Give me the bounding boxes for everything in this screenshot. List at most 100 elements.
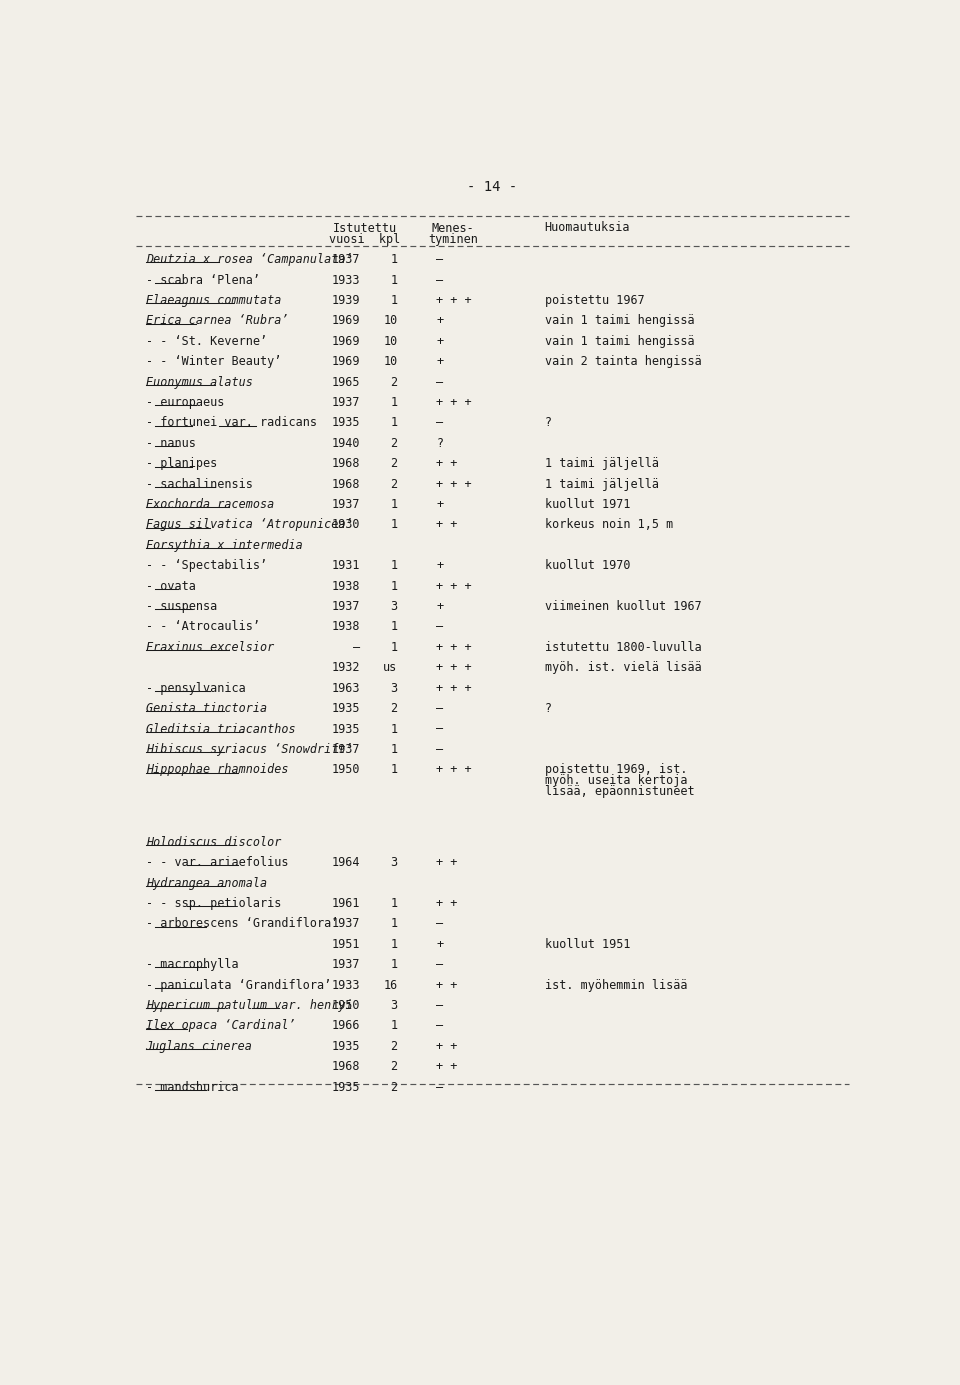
Text: + + +: + + +: [436, 681, 471, 695]
Text: 1937: 1937: [332, 499, 360, 511]
Text: kuollut 1951: kuollut 1951: [544, 938, 630, 950]
Text: +: +: [436, 560, 444, 572]
Text: –: –: [436, 1019, 444, 1032]
Text: 1: 1: [391, 897, 397, 910]
Text: Ilex opaca ‘Cardinal’: Ilex opaca ‘Cardinal’: [146, 1019, 296, 1032]
Text: 1: 1: [391, 641, 397, 654]
Text: 1968: 1968: [332, 457, 360, 471]
Text: –: –: [436, 702, 444, 715]
Text: 1933: 1933: [332, 274, 360, 287]
Text: 1: 1: [391, 958, 397, 971]
Text: Hydrangea anomala: Hydrangea anomala: [146, 877, 267, 889]
Text: 1: 1: [391, 742, 397, 756]
Text: 1940: 1940: [332, 436, 360, 450]
Text: –: –: [436, 620, 444, 633]
Text: 1965: 1965: [332, 375, 360, 389]
Text: + + +: + + +: [436, 294, 471, 307]
Text: - mandshurica: - mandshurica: [146, 1080, 238, 1094]
Text: +: +: [436, 938, 444, 950]
Text: ?: ?: [544, 702, 552, 715]
Text: vuosi  kpl: vuosi kpl: [329, 233, 400, 247]
Text: 1: 1: [391, 938, 397, 950]
Text: –: –: [436, 274, 444, 287]
Text: Euonymus alatus: Euonymus alatus: [146, 375, 252, 389]
Text: 1937: 1937: [332, 600, 360, 614]
Text: Forsythia x intermedia: Forsythia x intermedia: [146, 539, 302, 551]
Text: 1937: 1937: [332, 396, 360, 409]
Text: tyminen: tyminen: [428, 233, 478, 247]
Text: –: –: [436, 253, 444, 266]
Text: - macrophylla: - macrophylla: [146, 958, 238, 971]
Text: –: –: [436, 999, 444, 1012]
Text: 1961: 1961: [332, 897, 360, 910]
Text: 2: 2: [391, 1080, 397, 1094]
Text: - - ssp. petiolaris: - - ssp. petiolaris: [146, 897, 281, 910]
Text: 1935: 1935: [332, 417, 360, 429]
Text: + +: + +: [436, 979, 458, 992]
Text: 1: 1: [391, 580, 397, 593]
Text: –: –: [436, 417, 444, 429]
Text: 1: 1: [391, 560, 397, 572]
Text: - - ‘Atrocaulis’: - - ‘Atrocaulis’: [146, 620, 259, 633]
Text: vain 1 taimi hengissä: vain 1 taimi hengissä: [544, 335, 694, 348]
Text: + + +: + + +: [436, 478, 471, 490]
Text: - ovata: - ovata: [146, 580, 196, 593]
Text: korkeus noin 1,5 m: korkeus noin 1,5 m: [544, 518, 673, 532]
Text: 1: 1: [391, 253, 397, 266]
Text: Exochorda racemosa: Exochorda racemosa: [146, 499, 274, 511]
Text: –: –: [436, 1080, 444, 1094]
Text: 1935: 1935: [332, 723, 360, 735]
Text: 2: 2: [391, 702, 397, 715]
Text: +: +: [436, 335, 444, 348]
Text: poistettu 1967: poistettu 1967: [544, 294, 644, 307]
Text: 2: 2: [391, 375, 397, 389]
Text: kuollut 1971: kuollut 1971: [544, 499, 630, 511]
Text: 1963: 1963: [332, 681, 360, 695]
Text: - - ‘Winter Beauty’: - - ‘Winter Beauty’: [146, 355, 281, 368]
Text: 1 taimi jäljellä: 1 taimi jäljellä: [544, 457, 659, 471]
Text: 1935: 1935: [332, 1040, 360, 1053]
Text: 1937: 1937: [332, 253, 360, 266]
Text: - fortunei var. radicans: - fortunei var. radicans: [146, 417, 317, 429]
Text: + +: + +: [436, 1040, 458, 1053]
Text: Menes-: Menes-: [432, 223, 474, 235]
Text: myöh. useita kertoja: myöh. useita kertoja: [544, 774, 687, 787]
Text: viimeinen kuollut 1967: viimeinen kuollut 1967: [544, 600, 702, 614]
Text: Deutzia x rosea ‘Campanulata’: Deutzia x rosea ‘Campanulata’: [146, 253, 352, 266]
Text: Fraxinus excelsior: Fraxinus excelsior: [146, 641, 274, 654]
Text: 1: 1: [391, 274, 397, 287]
Text: + +: + +: [436, 1061, 458, 1073]
Text: lisää, epäonnistuneet: lisää, epäonnistuneet: [544, 785, 694, 798]
Text: +: +: [436, 355, 444, 368]
Text: 1: 1: [391, 396, 397, 409]
Text: 10: 10: [383, 335, 397, 348]
Text: + +: + +: [436, 856, 458, 870]
Text: 1: 1: [391, 1019, 397, 1032]
Text: +: +: [436, 600, 444, 614]
Text: myöh. ist. vielä lisää: myöh. ist. vielä lisää: [544, 661, 702, 674]
Text: 1938: 1938: [332, 580, 360, 593]
Text: 2: 2: [391, 478, 397, 490]
Text: - nanus: - nanus: [146, 436, 196, 450]
Text: 1931: 1931: [332, 560, 360, 572]
Text: 1937: 1937: [332, 958, 360, 971]
Text: 1969: 1969: [332, 355, 360, 368]
Text: 1964: 1964: [332, 856, 360, 870]
Text: 1968: 1968: [332, 1061, 360, 1073]
Text: –: –: [436, 723, 444, 735]
Text: 3: 3: [391, 856, 397, 870]
Text: - arborescens ‘Grandiflora’: - arborescens ‘Grandiflora’: [146, 917, 338, 931]
Text: 2: 2: [391, 457, 397, 471]
Text: + + +: + + +: [436, 396, 471, 409]
Text: vain 2 tainta hengissä: vain 2 tainta hengissä: [544, 355, 702, 368]
Text: 1: 1: [391, 763, 397, 777]
Text: 1938: 1938: [332, 620, 360, 633]
Text: kuollut 1970: kuollut 1970: [544, 560, 630, 572]
Text: –: –: [436, 742, 444, 756]
Text: 2: 2: [391, 436, 397, 450]
Text: 3: 3: [391, 600, 397, 614]
Text: Hippophae rhamnoides: Hippophae rhamnoides: [146, 763, 288, 777]
Text: Genista tinctoria: Genista tinctoria: [146, 702, 267, 715]
Text: 1: 1: [391, 723, 397, 735]
Text: - - var. ariaefolius: - - var. ariaefolius: [146, 856, 288, 870]
